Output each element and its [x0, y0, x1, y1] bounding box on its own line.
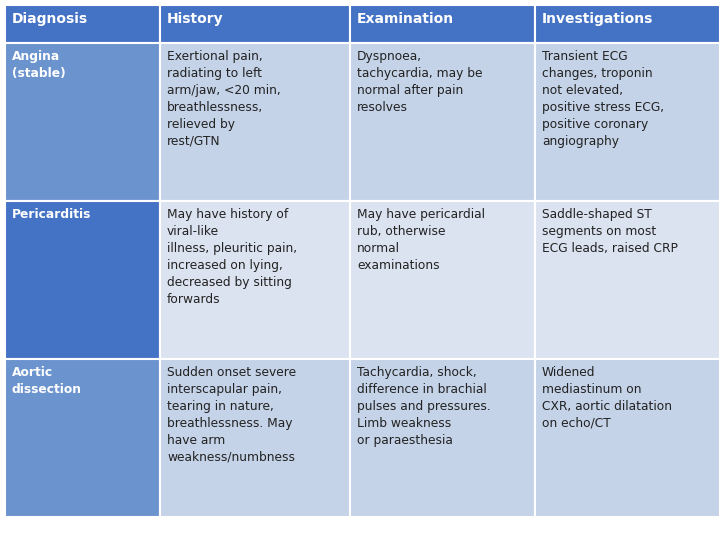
- Bar: [160, 43, 350, 201]
- Text: Dyspnoea,
tachycardia, may be
normal after pain
resolves: Dyspnoea, tachycardia, may be normal aft…: [357, 50, 482, 114]
- Text: Exertional pain,
radiating to left
arm/jaw, <20 min,
breathlessness,
relieved by: Exertional pain, radiating to left arm/j…: [167, 50, 281, 148]
- Bar: [160, 359, 350, 517]
- Bar: [535, 5, 720, 43]
- Bar: [160, 5, 350, 43]
- Text: Widened
mediastinum on
CXR, aortic dilatation
on echo/CT: Widened mediastinum on CXR, aortic dilat…: [542, 366, 672, 430]
- Bar: [5, 43, 160, 201]
- Text: May have history of
viral-like
illness, pleuritic pain,
increased on lying,
decr: May have history of viral-like illness, …: [167, 208, 297, 306]
- Text: Transient ECG
changes, troponin
not elevated,
positive stress ECG,
positive coro: Transient ECG changes, troponin not elev…: [542, 50, 664, 148]
- Text: Pericarditis: Pericarditis: [12, 208, 91, 221]
- Text: Sudden onset severe
interscapular pain,
tearing in nature,
breathlessness. May
h: Sudden onset severe interscapular pain, …: [167, 366, 296, 464]
- Text: Saddle-shaped ST
segments on most
ECG leads, raised CRP: Saddle-shaped ST segments on most ECG le…: [542, 208, 678, 255]
- Bar: [535, 43, 720, 201]
- Bar: [350, 5, 535, 43]
- Text: Tachycardia, shock,
difference in brachial
pulses and pressures.
Limb weakness
o: Tachycardia, shock, difference in brachi…: [357, 366, 491, 447]
- Text: Examination: Examination: [357, 12, 454, 26]
- Text: Aortic
dissection: Aortic dissection: [12, 366, 82, 396]
- Bar: [350, 359, 535, 517]
- Text: Diagnosis: Diagnosis: [12, 12, 88, 26]
- Bar: [5, 359, 160, 517]
- Text: Investigations: Investigations: [542, 12, 653, 26]
- Bar: [350, 201, 535, 359]
- Bar: [160, 201, 350, 359]
- Bar: [350, 43, 535, 201]
- Text: Angina
(stable): Angina (stable): [12, 50, 66, 80]
- Text: May have pericardial
rub, otherwise
normal
examinations: May have pericardial rub, otherwise norm…: [357, 208, 485, 272]
- Bar: [535, 359, 720, 517]
- Bar: [5, 5, 160, 43]
- Bar: [535, 201, 720, 359]
- Text: History: History: [167, 12, 224, 26]
- Bar: [5, 201, 160, 359]
